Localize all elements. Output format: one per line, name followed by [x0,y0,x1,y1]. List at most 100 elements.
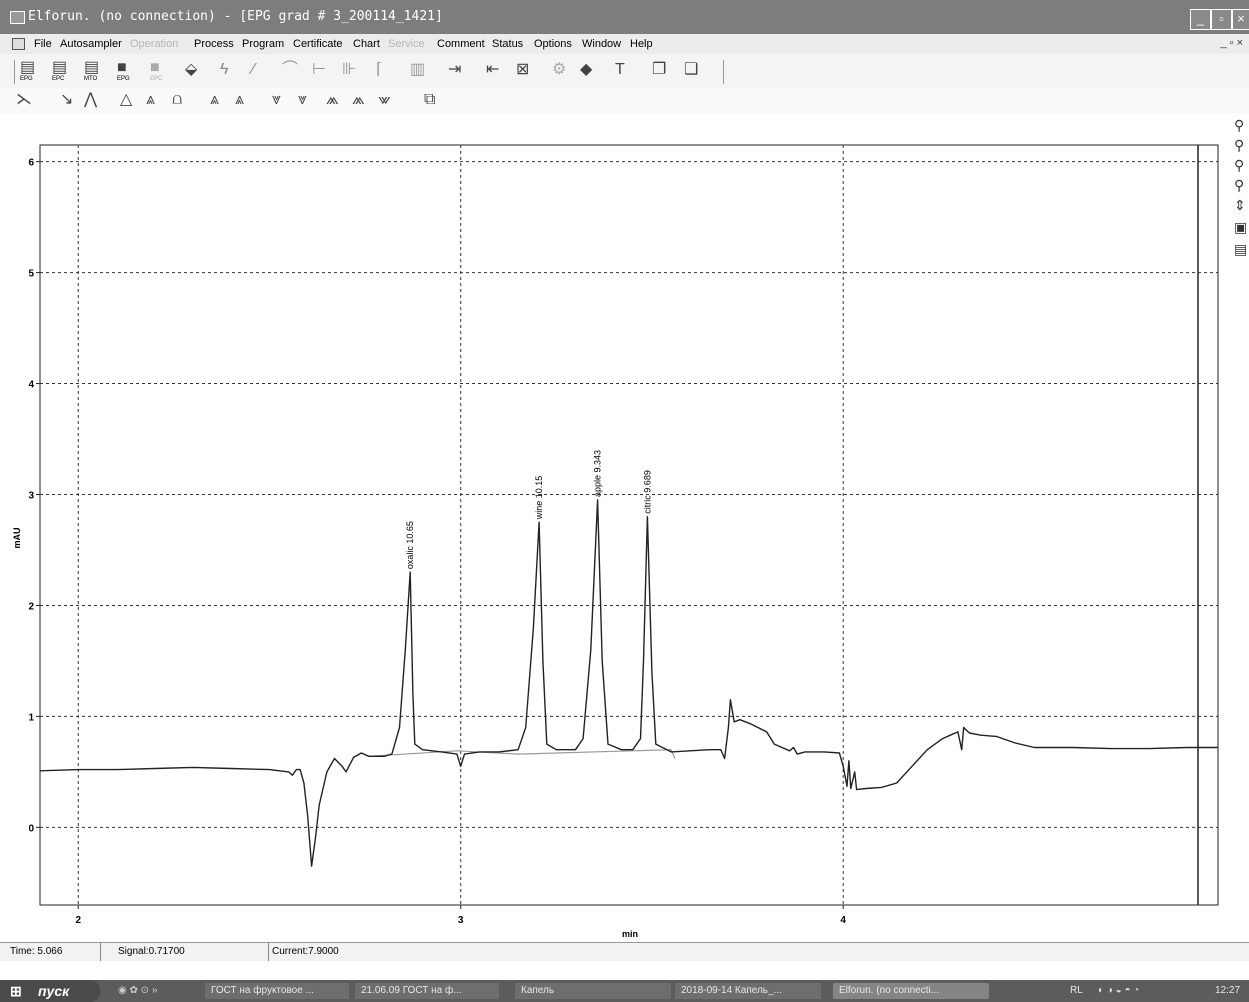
task-item[interactable]: 2018-09-14 Капель_... [675,983,821,999]
mto-label: MTO [84,76,98,82]
chromatogram-chart[interactable]: 0 1 2 3 4 5 6 2 3 4 min mAU oxalic 10.65 wine 10.… [0,118,1249,940]
peak-tool-11-icon[interactable]: ⩕ [326,91,339,108]
x-tick-label: 2 [75,915,81,926]
zoom-in-icon[interactable]: ⚲ [1234,117,1245,133]
zoom-x-icon[interactable]: ⚲ [1234,157,1245,173]
peak-label: citric 9.689 [642,470,652,514]
zoom-out-icon[interactable]: ⚲ [1234,137,1245,153]
taskbar: ⊞ пуск ◉ ✿ ⊙ » ГОСТ на фруктовое ... 21.… [0,980,1249,1002]
peak-tool-8-icon[interactable]: ⩓ [235,91,245,108]
waveform-icon[interactable]: ⌒ [282,61,299,78]
menu-window[interactable]: Window [582,38,622,50]
peak-tool-7-icon[interactable]: ⩓ [210,91,220,108]
plot-frame [39,144,1219,906]
epc-label: EPC [52,76,65,82]
peak-tool-5-icon[interactable]: ⩓ [146,91,156,108]
task-item[interactable]: Капель [515,983,671,999]
peak-tool-10-icon[interactable]: ⩔ [298,91,308,108]
eraser-icon[interactable]: ◆ [580,61,593,78]
app-icon[interactable] [10,11,25,24]
epc-icon[interactable]: ▤ [52,59,68,76]
status-current: Current:7.9000 [272,946,339,957]
peak-tool-9-icon[interactable]: ⩔ [272,91,282,108]
peak-toolbar: ⋋ ↘ ⋀ △ ⩓ ⩍ ⩓ ⩓ ⩔ ⩔ ⩕ ⩕ ⩖ ⧉ [0,88,1249,114]
restore-button[interactable]: ▫ [1211,9,1232,30]
peak-tool-4-icon[interactable]: △ [120,91,133,108]
quicklaunch-icons[interactable]: ◉ ✿ ⊙ » [118,985,158,996]
menu-operation[interactable]: Operation [130,38,179,50]
windows-logo-icon: ⊞ [10,983,22,999]
save-epg-label: EPG [117,76,130,82]
y-tick-label: 5 [28,269,34,280]
mdi-icon[interactable] [12,38,25,50]
menu-help[interactable]: Help [630,38,653,50]
status-divider [268,943,269,961]
lightning-icon[interactable]: ϟ [220,61,229,78]
menu-process[interactable]: Process [194,38,234,50]
series-group [39,499,1218,867]
zoom-y-icon[interactable]: ⚲ [1234,177,1245,193]
y-axis-label: mAU [12,527,22,548]
close-button[interactable]: × [1232,9,1249,30]
tray-icons[interactable]: ◐ ◑ ◒ ◓ ◔ [1098,985,1140,996]
window-icon[interactable]: ▤ [1234,241,1248,257]
peak-tool-12-icon[interactable]: ⩕ [352,91,365,108]
peak-tool-6-icon[interactable]: ⩍ [172,91,183,108]
epg-icon[interactable]: ▤ [20,59,36,76]
peak-tool-2-icon[interactable]: ↘ [60,91,74,108]
epg-label: EPG [20,76,33,82]
pencil-icon[interactable]: ∕ [252,61,255,78]
epc-disabled-icon[interactable]: ■ [150,59,160,76]
main-toolbar: ▤ EPG ▤ EPC ▤ MTO ■ EPG ■ EPC ⬙ ϟ ∕ ⌒ ⊢ … [0,54,1249,88]
y-tick-label: 0 [28,823,34,834]
menu-file[interactable]: File [34,38,52,50]
menu-comment[interactable]: Comment [437,38,485,50]
epc-disabled-label: EPC [150,76,163,82]
layers-icon[interactable]: ⧉ [424,91,436,108]
export-icon[interactable]: ⇥ [448,61,462,78]
peak-baseline-trace [368,749,676,759]
y-tick-label: 4 [28,380,34,391]
y-tick-label: 3 [28,490,34,501]
mdi-window-controls[interactable]: _ ▫ × [1220,37,1243,49]
peak-tool-3-icon[interactable]: ⋀ [84,91,98,108]
status-signal: Signal:0.71700 [118,946,185,957]
peak-split-icon[interactable]: ⊪ [342,61,356,78]
y-tick-label: 6 [28,158,34,169]
import-icon[interactable]: ⇤ [486,61,500,78]
task-item[interactable]: ГОСТ на фруктовое ... [205,983,349,999]
calibration-icon[interactable]: ⊠ [516,61,530,78]
minimize-button[interactable]: _ [1190,9,1211,30]
pan-icon[interactable]: ⇕ [1234,197,1246,213]
task-item[interactable]: 21.06.09 ГОСТ на ф... [355,983,499,999]
histogram-icon[interactable]: ▥ [410,61,426,78]
language-indicator[interactable]: RL [1070,985,1083,996]
fit-icon[interactable]: ▣ [1234,219,1248,235]
menu-service[interactable]: Service [388,38,425,50]
menu-certificate[interactable]: Certificate [293,38,343,50]
peak-label: wine 10.15 [534,476,544,521]
clock: 12:27 [1215,985,1241,996]
report-icon[interactable]: ❏ [684,61,699,78]
task-item-active[interactable]: Elforun. (no connecti... [833,983,989,999]
peak-tool-13-icon[interactable]: ⩖ [378,91,391,108]
cube-icon[interactable]: ⬙ [185,61,198,78]
settings-icon[interactable]: ⚙ [552,61,567,78]
start-button[interactable]: ⊞ пуск [0,980,100,1002]
peak-tool-1-icon[interactable]: ⋋ [16,91,32,108]
x-tick-label: 3 [458,915,464,926]
hammer-icon[interactable]: T [615,61,625,78]
status-time: Time: 5.066 [10,946,63,957]
save-epg-icon[interactable]: ■ [117,59,127,76]
copy-icon[interactable]: ❐ [652,61,667,78]
menu-autosampler[interactable]: Autosampler [60,38,122,50]
menu-options[interactable]: Options [534,38,572,50]
mto-icon[interactable]: ▤ [84,59,100,76]
menu-program[interactable]: Program [242,38,285,50]
menu-chart[interactable]: Chart [353,38,380,50]
peak-labels: oxalic 10.65 wine 10.15 apple 9.343 citric … [405,450,652,569]
y-axis: 0 1 2 3 4 5 6 [28,158,40,834]
peak-start-icon[interactable]: ⌈ [376,61,383,78]
menu-status[interactable]: Status [492,38,524,50]
baseline-icon[interactable]: ⊢ [312,61,326,78]
